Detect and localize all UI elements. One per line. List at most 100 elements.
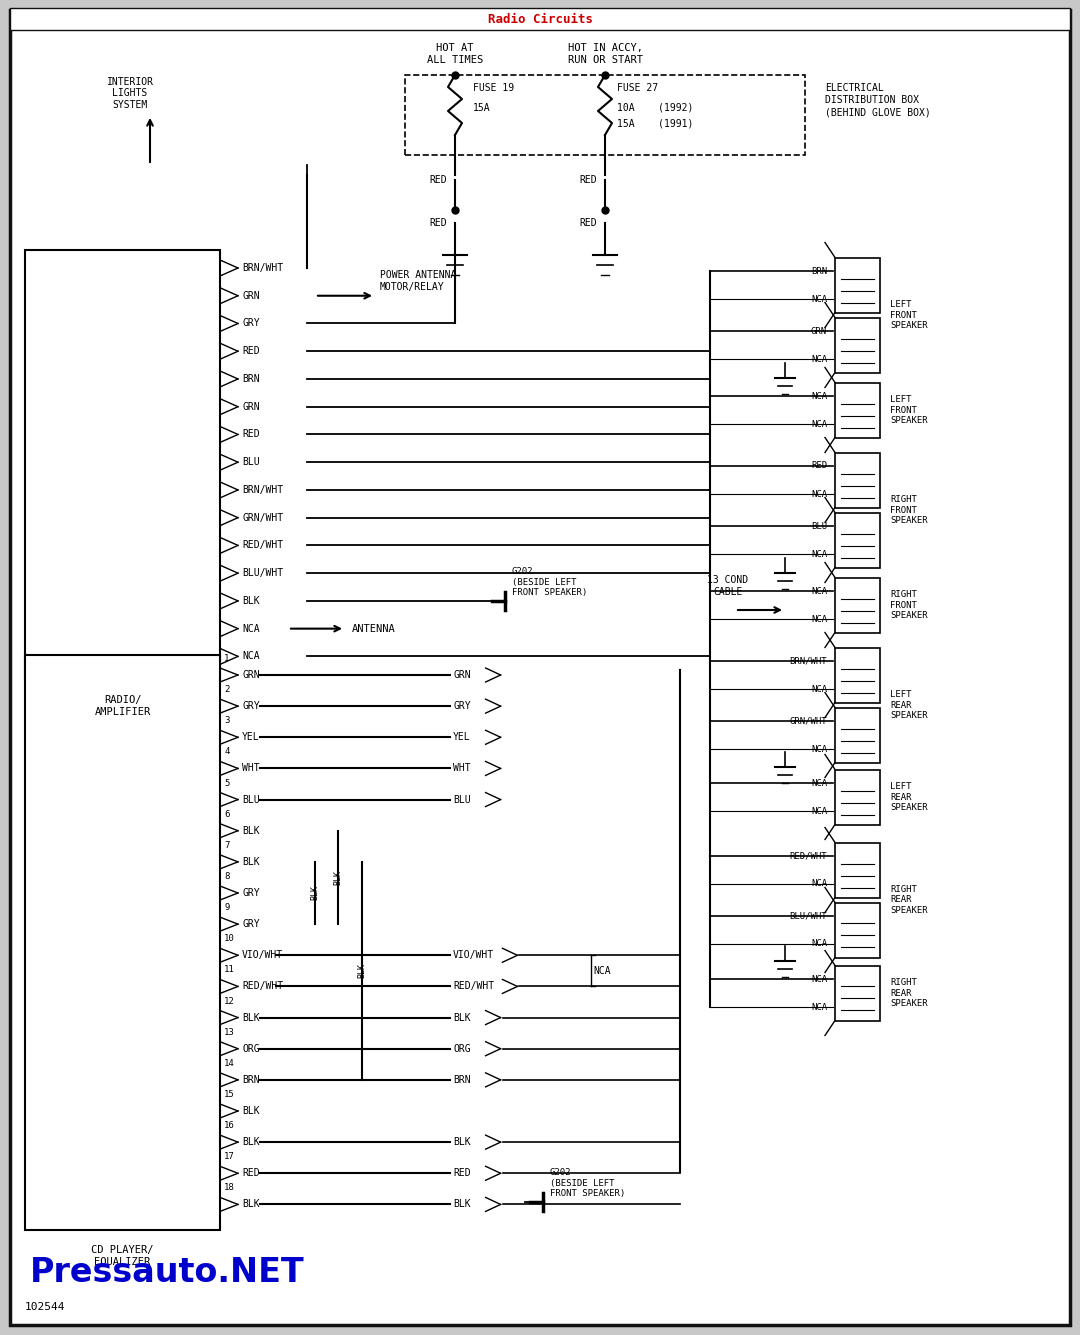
Text: NCA: NCA [811, 419, 827, 429]
Text: RIGHT
REAR
SPEAKER: RIGHT REAR SPEAKER [890, 885, 928, 914]
Text: BLU: BLU [242, 457, 259, 467]
Text: NCA: NCA [242, 651, 259, 661]
Bar [835, 769, 880, 825]
Text: Radio Circuits: Radio Circuits [487, 12, 593, 25]
Text: NCA: NCA [811, 1003, 827, 1012]
Text: BLK: BLK [242, 1105, 259, 1116]
Text: BLU: BLU [453, 794, 471, 805]
Text: RED: RED [453, 1168, 471, 1179]
Text: FUSE 27: FUSE 27 [617, 83, 658, 93]
Text: NCA: NCA [811, 391, 827, 400]
Text: RED: RED [579, 175, 597, 186]
Text: RIGHT
FRONT
SPEAKER: RIGHT FRONT SPEAKER [890, 495, 928, 525]
Text: 8: 8 [224, 872, 229, 881]
Text: BLK: BLK [453, 1137, 471, 1147]
Text: 7: 7 [224, 841, 229, 850]
Bar [835, 842, 880, 897]
Text: 6: 6 [224, 810, 229, 818]
Text: WHT: WHT [453, 764, 471, 773]
Bar [835, 647, 880, 702]
Text: RED/WHT: RED/WHT [242, 541, 283, 550]
Text: RED/WHT: RED/WHT [789, 852, 827, 861]
Text: BRN/WHT: BRN/WHT [242, 485, 283, 495]
Text: NCA: NCA [811, 586, 827, 595]
Text: BLK: BLK [242, 826, 259, 836]
Text: 11: 11 [224, 965, 234, 975]
Text: BLK: BLK [334, 870, 342, 885]
Bar [835, 383, 880, 438]
Text: 10: 10 [224, 934, 234, 944]
Text: GRN: GRN [242, 291, 259, 300]
Text: BLU/WHT: BLU/WHT [789, 912, 827, 921]
Text: RED/WHT: RED/WHT [453, 981, 495, 992]
Text: GRN: GRN [811, 327, 827, 335]
Text: BRN: BRN [453, 1075, 471, 1085]
Text: NCA: NCA [242, 623, 259, 634]
Text: NCA: NCA [593, 965, 610, 976]
Text: BLK: BLK [357, 964, 366, 979]
Text: RIGHT
FRONT
SPEAKER: RIGHT FRONT SPEAKER [890, 590, 928, 619]
Text: 3: 3 [224, 717, 229, 725]
Text: BLK: BLK [242, 1199, 259, 1210]
Text: ORG: ORG [242, 1044, 259, 1053]
Text: NCA: NCA [811, 880, 827, 889]
Text: GRY: GRY [453, 701, 471, 712]
Text: BLU: BLU [811, 522, 827, 530]
Text: RADIO/
AMPLIFIER: RADIO/ AMPLIFIER [94, 696, 150, 717]
Text: BLU/WHT: BLU/WHT [242, 569, 283, 578]
Text: NCA: NCA [811, 685, 827, 693]
Text: NCA: NCA [811, 778, 827, 788]
Text: WHT: WHT [242, 764, 259, 773]
Text: BRN: BRN [811, 267, 827, 275]
Text: 18: 18 [224, 1183, 234, 1192]
Text: CD PLAYER/
EQUALIZER: CD PLAYER/ EQUALIZER [91, 1246, 153, 1267]
Bar [835, 318, 880, 372]
Text: BLK: BLK [242, 595, 259, 606]
Text: BRN: BRN [242, 374, 259, 384]
Text: GRN: GRN [242, 670, 259, 680]
Text: 5: 5 [224, 778, 229, 788]
Text: 4: 4 [224, 748, 229, 757]
Text: FUSE 19: FUSE 19 [473, 83, 514, 93]
Bar [10, 8, 1070, 29]
Text: 15A    (1991): 15A (1991) [617, 119, 693, 129]
Text: LEFT
REAR
SPEAKER: LEFT REAR SPEAKER [890, 690, 928, 720]
Text: GRN: GRN [242, 402, 259, 411]
Text: 16: 16 [224, 1121, 234, 1131]
Text: NCA: NCA [811, 490, 827, 498]
Text: NCA: NCA [811, 940, 827, 948]
Text: NCA: NCA [811, 295, 827, 303]
Text: 2: 2 [224, 685, 229, 694]
Text: G202
(BESIDE LEFT
FRONT SPEAKER): G202 (BESIDE LEFT FRONT SPEAKER) [550, 1168, 625, 1197]
Text: LEFT
FRONT
SPEAKER: LEFT FRONT SPEAKER [890, 300, 928, 330]
Text: RIGHT
REAR
SPEAKER: RIGHT REAR SPEAKER [890, 979, 928, 1008]
Text: LEFT
FRONT
SPEAKER: LEFT FRONT SPEAKER [890, 395, 928, 425]
Bar [835, 513, 880, 567]
Text: 10A    (1992): 10A (1992) [617, 103, 693, 113]
Text: VIO/WHT: VIO/WHT [453, 951, 495, 960]
Text: GRN/WHT: GRN/WHT [242, 513, 283, 523]
Text: YEL: YEL [242, 733, 259, 742]
Text: GRY: GRY [242, 918, 259, 929]
Text: 14: 14 [224, 1059, 234, 1068]
Text: 9: 9 [224, 904, 229, 912]
Text: 12: 12 [224, 996, 234, 1005]
Text: BRN/WHT: BRN/WHT [789, 657, 827, 666]
Text: RED/WHT: RED/WHT [242, 981, 283, 992]
Text: Pressauto.NET: Pressauto.NET [30, 1256, 305, 1290]
Text: NCA: NCA [811, 745, 827, 753]
Text: 1: 1 [224, 654, 229, 663]
Text: 13: 13 [224, 1028, 234, 1037]
Bar [835, 258, 880, 312]
Bar [405, 75, 805, 155]
Text: VIO/WHT: VIO/WHT [242, 951, 283, 960]
Text: GRN: GRN [453, 670, 471, 680]
Text: BLK: BLK [311, 885, 320, 901]
Text: INTERIOR
LIGHTS
SYSTEM: INTERIOR LIGHTS SYSTEM [107, 77, 153, 109]
Text: RED: RED [579, 218, 597, 228]
Text: BLU: BLU [242, 794, 259, 805]
Text: 15: 15 [224, 1089, 234, 1099]
Bar [25, 250, 220, 680]
Text: NCA: NCA [811, 550, 827, 558]
Text: NCA: NCA [811, 975, 827, 984]
